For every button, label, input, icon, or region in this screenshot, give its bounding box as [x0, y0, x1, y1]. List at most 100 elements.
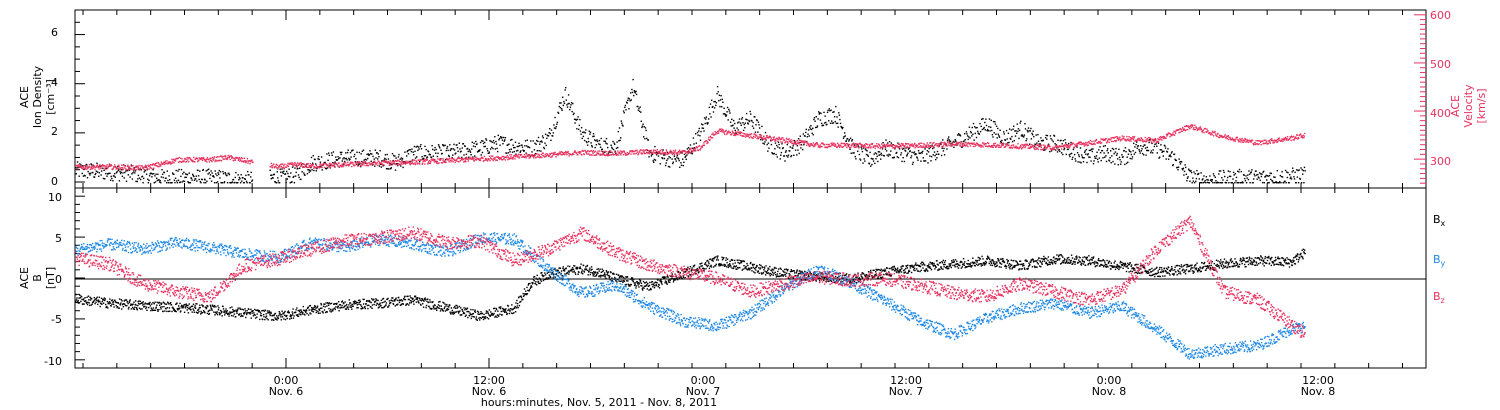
- density-point: [746, 119, 748, 121]
- density-point: [1259, 179, 1261, 181]
- velocity-point: [1269, 142, 1271, 144]
- density-point: [910, 157, 912, 159]
- density-point: [232, 178, 235, 181]
- velocity-point: [141, 165, 143, 167]
- density-point: [184, 176, 186, 179]
- density-point: [851, 140, 853, 142]
- density-point: [826, 111, 829, 113]
- density-point: [441, 152, 443, 155]
- velocity-point: [1056, 145, 1059, 147]
- density-point: [1141, 148, 1143, 150]
- velocity-point: [1243, 140, 1246, 142]
- density-point: [374, 149, 377, 151]
- bx-point: [165, 308, 167, 310]
- density-point: [994, 121, 996, 123]
- velocity-point: [689, 151, 691, 153]
- density-point: [284, 173, 287, 175]
- density-point: [539, 141, 541, 143]
- density-point: [786, 155, 788, 157]
- density-point: [607, 153, 609, 155]
- velocity-point: [478, 159, 481, 162]
- density-point: [440, 149, 442, 151]
- density-point: [472, 145, 475, 147]
- density-point: [1118, 156, 1121, 159]
- density-point: [193, 175, 195, 178]
- density-point: [497, 150, 499, 153]
- velocity-point: [492, 159, 494, 162]
- density-point: [877, 151, 880, 153]
- velocity-point: [798, 142, 800, 144]
- velocity-point: [1246, 138, 1248, 141]
- density-point: [1158, 157, 1160, 159]
- density-point: [1078, 155, 1080, 158]
- velocity-point: [752, 135, 755, 137]
- velocity-point: [147, 164, 149, 166]
- density-point: [386, 153, 388, 156]
- velocity-point: [117, 167, 119, 169]
- density-point: [703, 117, 706, 119]
- velocity-point: [535, 156, 537, 159]
- velocity-point: [294, 162, 296, 164]
- density-point: [1248, 173, 1251, 175]
- bx-point: [99, 305, 101, 308]
- density-point: [696, 131, 699, 134]
- velocity-point: [1003, 143, 1005, 145]
- density-point: [176, 182, 179, 184]
- velocity-point: [243, 161, 245, 163]
- velocity-point: [698, 145, 701, 147]
- velocity-point: [146, 167, 148, 169]
- density-point: [671, 158, 673, 160]
- velocity-point: [220, 155, 222, 157]
- velocity-point: [210, 157, 212, 160]
- density-point: [219, 171, 222, 173]
- density-point: [733, 127, 735, 129]
- velocity-ylabel-line2: Velocity: [1462, 84, 1475, 128]
- bx-point: [76, 297, 78, 299]
- density-point: [948, 136, 950, 138]
- density-point: [334, 161, 336, 163]
- bx-point: [88, 302, 90, 304]
- velocity-point: [359, 165, 362, 167]
- velocity-point: [137, 166, 140, 168]
- density-point: [492, 147, 494, 150]
- density-point: [164, 180, 166, 182]
- velocity-point: [1144, 136, 1146, 139]
- density-point: [427, 150, 430, 153]
- density-point: [208, 172, 210, 174]
- density-point: [293, 175, 295, 178]
- density-point: [964, 133, 966, 135]
- density-point: [1214, 176, 1216, 178]
- velocity-point: [1033, 147, 1035, 149]
- density-point: [1251, 169, 1253, 171]
- velocity-point: [734, 133, 736, 135]
- velocity-point: [96, 164, 99, 166]
- velocity-point: [453, 158, 455, 161]
- density-point: [1169, 154, 1171, 156]
- velocity-point: [205, 158, 208, 160]
- velocity-point: [306, 163, 308, 165]
- density-point: [841, 127, 843, 130]
- density-point: [537, 136, 540, 139]
- density-point: [501, 136, 503, 139]
- density-point: [465, 153, 468, 155]
- density-point: [576, 128, 578, 130]
- bx-point: [175, 310, 177, 313]
- legend-bx: Bx: [1433, 213, 1446, 228]
- density-point: [1205, 176, 1208, 178]
- density-point: [430, 156, 433, 159]
- density-point: [1088, 149, 1091, 152]
- density-point: [628, 108, 630, 110]
- velocity-point: [740, 131, 743, 134]
- density-point: [286, 170, 288, 173]
- velocity-point: [106, 164, 108, 166]
- bx-point: [113, 306, 115, 308]
- density-point: [225, 173, 227, 175]
- density-point: [503, 140, 505, 142]
- bx-point: [145, 306, 148, 308]
- density-point: [1302, 173, 1304, 175]
- velocity-point: [913, 145, 915, 148]
- density-point: [799, 135, 801, 137]
- density-point: [173, 179, 176, 181]
- velocity-point: [333, 164, 335, 167]
- density-point: [599, 143, 601, 146]
